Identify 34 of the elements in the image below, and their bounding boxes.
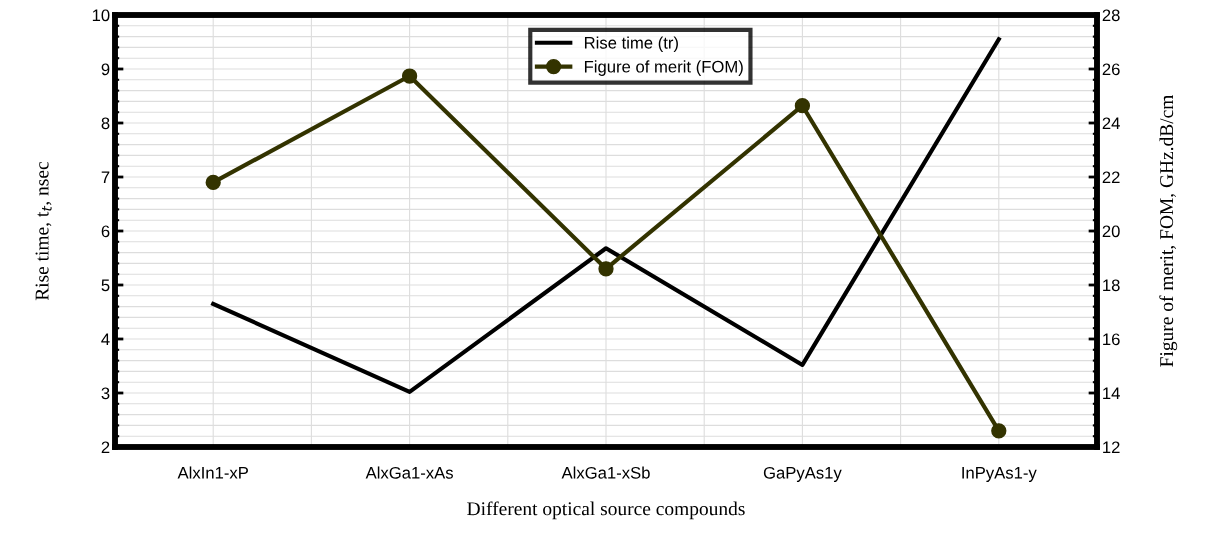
x-tick-label: AlxGa1-xSb [561, 466, 650, 479]
y-axis-title: Rise time, t$_{t}$, nsec [35, 161, 52, 301]
point [205, 174, 221, 191]
y2-tick-label: 16 [1103, 333, 1120, 346]
point [794, 98, 811, 114]
y-tick-label: 6 [101, 225, 110, 238]
y2-tick-label: 22 [1102, 171, 1120, 184]
y2-tick-label: 28 [1102, 9, 1120, 22]
y2-tick-label: 24 [1102, 117, 1120, 130]
x-tick-label: GaPyAs1y [763, 466, 842, 482]
y2-tick-label: 18 [1103, 279, 1120, 292]
y2-tick-label: 14 [1103, 387, 1120, 400]
y-tick-label: 9 [101, 63, 110, 76]
x-tick-label: AlxIn1-xP [177, 466, 248, 479]
y-tick-label: 3 [101, 387, 110, 400]
y-tick-label: 8 [101, 117, 110, 130]
point [401, 68, 418, 84]
x-tick-label: InPyAs1-y [962, 467, 1037, 482]
legend-label: Rise time (tr) [584, 36, 678, 53]
x-axis-title: Different optical source compounds [467, 501, 745, 520]
point [598, 261, 614, 277]
y-tick-label: 10 [92, 9, 110, 22]
y2-tick-label: 26 [1102, 63, 1120, 76]
y2-axis-title: Figure of merit, FOM, GHz.dB/cm [1159, 94, 1178, 367]
point [991, 423, 1007, 439]
y-tick-label: 4 [101, 333, 110, 346]
legend-label: Figure of merit (FOM) [584, 60, 743, 76]
y-tick-label: 7 [101, 171, 110, 184]
line-series [211, 37, 1001, 395]
y2-tick-label: 12 [1103, 441, 1120, 454]
x-tick-label: AlxGa1-xAs [365, 466, 453, 479]
y-tick-label: 2 [101, 441, 110, 454]
y-tick-label: 5 [101, 279, 110, 292]
y2-tick-label: 20 [1102, 225, 1120, 238]
